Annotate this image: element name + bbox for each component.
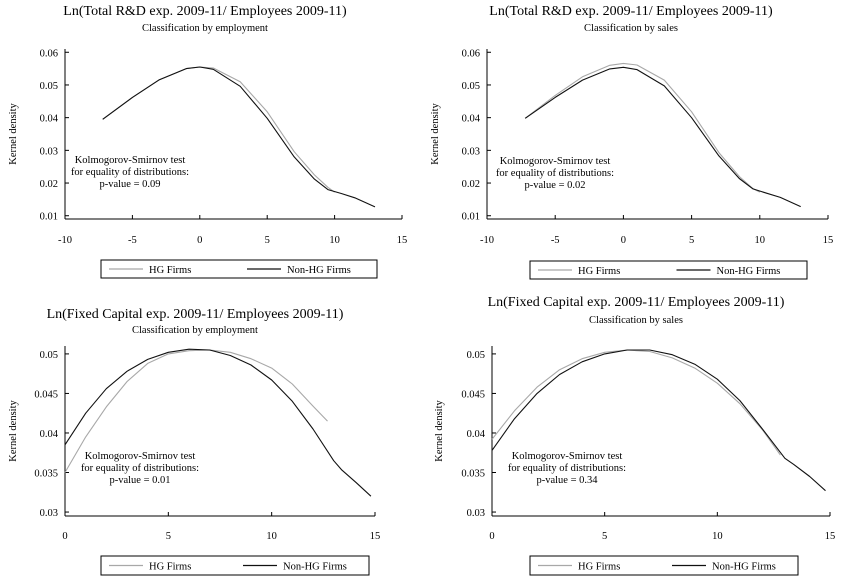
- legend-nonhg-label: Non-HG Firms: [283, 562, 347, 573]
- hg-firms-line: [524, 62, 761, 193]
- legend-nonhg-label: Non-HG Firms: [712, 562, 776, 573]
- y-tick-label: 0.05: [40, 350, 58, 361]
- y-tick-label: 0.04: [462, 114, 481, 125]
- legend-box: [100, 259, 378, 279]
- x-tick-label: 5: [602, 531, 607, 542]
- x-tick-label: 10: [755, 235, 766, 246]
- non-hg-firms-line: [524, 66, 801, 208]
- y-tick-label: 0.05: [462, 81, 480, 92]
- x-tick-label: 10: [712, 531, 723, 542]
- y-tick-label: 0.045: [461, 389, 485, 400]
- x-tick-label: 10: [266, 531, 277, 542]
- y-tick-label: 0.04: [40, 114, 59, 125]
- legend-box: [529, 260, 808, 280]
- legend-hg-label: HG Firms: [578, 562, 620, 573]
- chart-subtitle: Classification by employment: [132, 325, 258, 336]
- hg-firms-line: [491, 349, 781, 456]
- ks-test-annotation: Kolmogorov-Smirnov test: [85, 451, 196, 462]
- ks-test-annotation: p-value = 0.01: [109, 475, 170, 486]
- non-hg-firms-line: [491, 349, 826, 492]
- chart-title: Ln(Total R&D exp. 2009-11/ Employees 200…: [63, 4, 347, 19]
- legend-nonhg-label: Non-HG Firms: [287, 265, 351, 276]
- chart-title: Ln(Fixed Capital exp. 2009-11/ Employees…: [47, 307, 344, 322]
- legend-hg-label: HG Firms: [149, 562, 191, 573]
- chart-panel-1: Ln(Total R&D exp. 2009-11/ Employees 200…: [8, 4, 408, 279]
- x-tick-label: 5: [265, 235, 270, 246]
- y-tick-label: 0.05: [467, 350, 485, 361]
- y-tick-label: 0.035: [461, 469, 485, 480]
- y-tick-label: 0.06: [462, 48, 480, 59]
- y-tick-label: 0.03: [467, 508, 485, 519]
- y-tick-label: 0.045: [34, 389, 58, 400]
- chart-subtitle: Classification by sales: [589, 315, 683, 326]
- ks-test-annotation: for equality of distributions:: [508, 463, 626, 474]
- non-hg-firms-line: [64, 348, 372, 497]
- legend: HG Firms Non-HG Firms: [529, 555, 799, 576]
- x-tick-label: 0: [489, 531, 494, 542]
- y-axis-label: Kernel density: [430, 102, 441, 164]
- y-tick-label: 0.02: [40, 179, 58, 190]
- ks-test-annotation: Kolmogorov-Smirnov test: [75, 155, 186, 166]
- ks-test-annotation: Kolmogorov-Smirnov test: [512, 451, 623, 462]
- y-tick-label: 0.035: [34, 469, 58, 480]
- ks-test-annotation: for equality of distributions:: [81, 463, 199, 474]
- ks-test-annotation: p-value = 0.02: [524, 180, 585, 191]
- legend: HG Firms Non-HG Firms: [529, 260, 808, 280]
- legend: HG Firms Non-HG Firms: [100, 555, 370, 576]
- legend-hg-label: HG Firms: [578, 266, 620, 277]
- y-axis-label: Kernel density: [8, 102, 19, 164]
- chart-subtitle: Classification by employment: [142, 23, 268, 34]
- y-tick-label: 0.04: [467, 429, 486, 440]
- x-tick-label: 15: [823, 235, 834, 246]
- chart-title: Ln(Fixed Capital exp. 2009-11/ Employees…: [488, 295, 785, 310]
- ks-test-annotation: for equality of distributions:: [71, 167, 189, 178]
- y-tick-label: 0.02: [462, 179, 480, 190]
- y-axis-label: Kernel density: [434, 399, 445, 461]
- chart-title: Ln(Total R&D exp. 2009-11/ Employees 200…: [489, 4, 773, 19]
- y-tick-label: 0.05: [40, 81, 58, 92]
- x-tick-label: 0: [621, 235, 626, 246]
- y-tick-label: 0.03: [462, 146, 480, 157]
- x-tick-label: 5: [689, 235, 694, 246]
- legend-nonhg-label: Non-HG Firms: [717, 266, 781, 277]
- chart-panel-2: Ln(Total R&D exp. 2009-11/ Employees 200…: [430, 4, 834, 280]
- y-tick-label: 0.06: [40, 48, 58, 59]
- non-hg-firms-line: [102, 66, 376, 208]
- ks-test-annotation: p-value = 0.34: [536, 475, 598, 486]
- legend-hg-label: HG Firms: [149, 265, 191, 276]
- chart-panel-3: Ln(Fixed Capital exp. 2009-11/ Employees…: [8, 307, 381, 576]
- x-tick-label: 5: [166, 531, 171, 542]
- legend-box: [100, 555, 370, 576]
- ks-test-annotation: for equality of distributions:: [496, 168, 614, 179]
- x-tick-label: 0: [62, 531, 67, 542]
- legend-box: [529, 555, 799, 576]
- x-tick-label: -5: [128, 235, 137, 246]
- y-tick-label: 0.04: [40, 429, 59, 440]
- ks-test-annotation: Kolmogorov-Smirnov test: [500, 156, 611, 167]
- x-tick-label: 10: [329, 235, 340, 246]
- x-tick-label: 15: [397, 235, 408, 246]
- legend: HG Firms Non-HG Firms: [100, 259, 378, 279]
- x-tick-label: -5: [551, 235, 560, 246]
- y-tick-label: 0.01: [462, 212, 480, 223]
- y-tick-label: 0.01: [40, 212, 58, 223]
- y-axis-label: Kernel density: [8, 399, 19, 461]
- y-tick-label: 0.03: [40, 508, 58, 519]
- y-tick-label: 0.03: [40, 146, 58, 157]
- x-tick-label: 15: [370, 531, 381, 542]
- x-tick-label: 0: [197, 235, 202, 246]
- chart-panel-4: Ln(Fixed Capital exp. 2009-11/ Employees…: [434, 295, 836, 576]
- hg-firms-line: [64, 349, 328, 473]
- x-tick-label: -10: [58, 235, 72, 246]
- ks-test-annotation: p-value = 0.09: [99, 179, 160, 190]
- chart-subtitle: Classification by sales: [584, 23, 678, 34]
- x-tick-label: -10: [480, 235, 494, 246]
- x-tick-label: 15: [825, 531, 836, 542]
